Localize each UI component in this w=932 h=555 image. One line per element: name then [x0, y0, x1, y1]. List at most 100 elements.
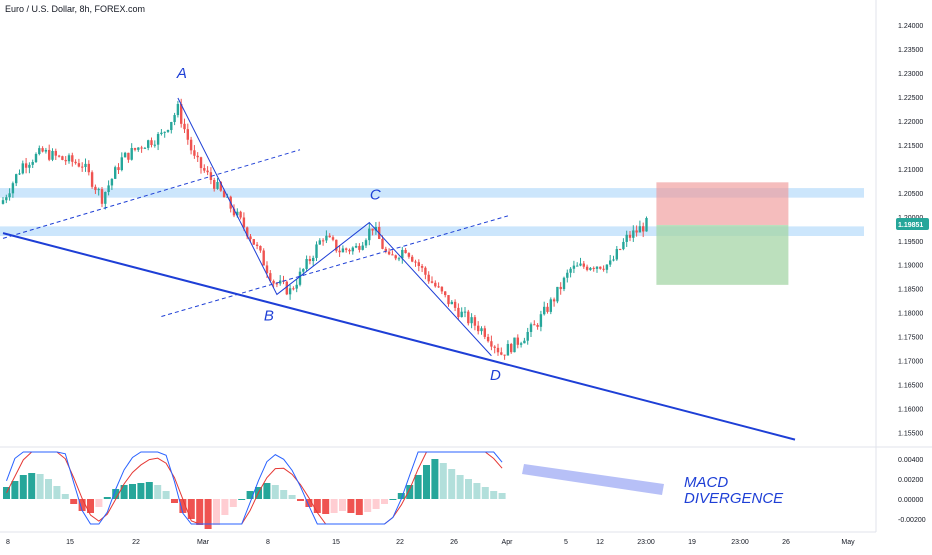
- macd-histogram-bar[interactable]: [229, 499, 237, 507]
- candle[interactable]: [453, 301, 457, 308]
- candle[interactable]: [285, 281, 288, 295]
- macd-histogram-bar[interactable]: [129, 484, 136, 499]
- candle[interactable]: [576, 265, 579, 267]
- candle[interactable]: [549, 299, 552, 312]
- candle[interactable]: [232, 208, 236, 216]
- candle[interactable]: [341, 248, 345, 253]
- candle[interactable]: [302, 268, 305, 272]
- macd-histogram-bar[interactable]: [490, 491, 498, 499]
- candle[interactable]: [222, 190, 226, 198]
- candle[interactable]: [632, 230, 635, 238]
- macd-histogram-bar[interactable]: [196, 499, 204, 525]
- candle[interactable]: [559, 286, 562, 290]
- macd-histogram-bar[interactable]: [271, 485, 279, 499]
- macd-histogram-bar[interactable]: [95, 499, 103, 507]
- candle[interactable]: [236, 211, 239, 216]
- candle[interactable]: [196, 155, 199, 158]
- candle[interactable]: [87, 163, 90, 173]
- candle[interactable]: [21, 163, 24, 174]
- candle[interactable]: [269, 273, 272, 281]
- candle[interactable]: [447, 295, 450, 305]
- candle[interactable]: [351, 247, 354, 252]
- candle[interactable]: [411, 256, 414, 262]
- candle[interactable]: [440, 286, 444, 292]
- candle[interactable]: [467, 311, 470, 324]
- candle[interactable]: [160, 132, 163, 135]
- candle[interactable]: [203, 168, 206, 171]
- macd-histogram-bar[interactable]: [36, 474, 44, 499]
- candle[interactable]: [189, 139, 193, 151]
- candle[interactable]: [1, 200, 5, 204]
- candle[interactable]: [265, 265, 269, 274]
- candle[interactable]: [71, 155, 74, 162]
- candle[interactable]: [546, 306, 549, 312]
- candle[interactable]: [424, 267, 427, 275]
- macd-histogram-bar[interactable]: [456, 475, 464, 499]
- candle[interactable]: [100, 189, 104, 204]
- candle[interactable]: [612, 259, 615, 261]
- macd-histogram-bar[interactable]: [61, 494, 69, 499]
- candle[interactable]: [54, 150, 57, 156]
- candle[interactable]: [609, 260, 612, 265]
- candle[interactable]: [15, 174, 18, 184]
- candle[interactable]: [543, 306, 546, 315]
- abcd-pattern[interactable]: [177, 97, 492, 357]
- candle[interactable]: [206, 170, 209, 173]
- macd-histogram-bar[interactable]: [78, 499, 86, 511]
- candle[interactable]: [642, 226, 645, 232]
- macd-histogram-bar[interactable]: [414, 475, 422, 499]
- candle[interactable]: [622, 241, 625, 250]
- candle[interactable]: [490, 341, 493, 347]
- candle[interactable]: [77, 163, 81, 167]
- candle[interactable]: [638, 226, 642, 233]
- candle[interactable]: [114, 167, 117, 179]
- candle[interactable]: [38, 148, 41, 154]
- macd-histogram-bar[interactable]: [406, 485, 414, 499]
- candle[interactable]: [173, 115, 176, 123]
- upper-channel-line[interactable]: [2, 149, 301, 239]
- candle[interactable]: [348, 249, 351, 252]
- support-resistance-zone[interactable]: [0, 188, 864, 198]
- candle[interactable]: [335, 239, 338, 251]
- candle[interactable]: [645, 217, 648, 232]
- candle[interactable]: [51, 150, 54, 160]
- candle[interactable]: [107, 185, 110, 193]
- candle[interactable]: [579, 263, 582, 266]
- candle[interactable]: [84, 163, 87, 167]
- macd-histogram-bar[interactable]: [187, 499, 195, 519]
- candle[interactable]: [61, 156, 64, 160]
- macd-histogram-bar[interactable]: [3, 487, 10, 499]
- candle[interactable]: [384, 248, 387, 252]
- macd-histogram-bar[interactable]: [372, 499, 380, 509]
- macd-histogram-bar[interactable]: [288, 495, 296, 499]
- candle[interactable]: [539, 314, 543, 327]
- macd-histogram-bar[interactable]: [162, 491, 170, 499]
- macd-histogram-bar[interactable]: [70, 499, 78, 504]
- candle[interactable]: [255, 244, 259, 246]
- candle[interactable]: [500, 352, 503, 355]
- candle[interactable]: [259, 245, 262, 251]
- macd-histogram-bar[interactable]: [28, 473, 36, 499]
- support-resistance-zone[interactable]: [0, 226, 864, 236]
- candle[interactable]: [572, 265, 576, 269]
- candle[interactable]: [404, 249, 407, 254]
- macd-histogram-bar[interactable]: [103, 497, 111, 499]
- macd-histogram-bar[interactable]: [19, 475, 27, 499]
- candle[interactable]: [368, 228, 371, 241]
- candle[interactable]: [104, 192, 107, 204]
- candle[interactable]: [239, 211, 242, 218]
- candle[interactable]: [137, 147, 140, 150]
- candle[interactable]: [123, 152, 127, 158]
- candle[interactable]: [163, 131, 166, 133]
- candle[interactable]: [31, 162, 34, 165]
- candle[interactable]: [170, 122, 173, 131]
- candle[interactable]: [480, 328, 483, 332]
- candle[interactable]: [420, 266, 424, 268]
- candle[interactable]: [397, 258, 401, 260]
- candle[interactable]: [249, 236, 252, 240]
- candle[interactable]: [523, 340, 526, 344]
- candle[interactable]: [275, 283, 279, 285]
- candle[interactable]: [374, 226, 378, 231]
- candle[interactable]: [628, 234, 632, 238]
